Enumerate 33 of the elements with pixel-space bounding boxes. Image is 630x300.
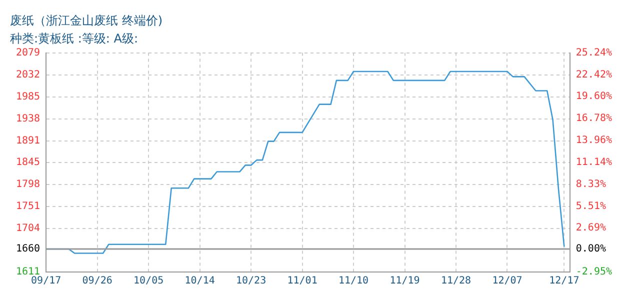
y-tick-label: 1660 <box>16 244 40 255</box>
x-tick-label: 09/26 <box>82 276 112 287</box>
y-tick-label: 1985 <box>16 91 40 102</box>
y2-tick-label: 8.33% <box>576 178 606 190</box>
y-tick-label: 2079 <box>16 47 40 58</box>
y2-tick-label: 19.60% <box>576 91 612 102</box>
x-tick-label: 11/10 <box>338 276 369 287</box>
chart-subtitle: 种类:黄板纸 :等级: A级: <box>10 32 138 46</box>
y-tick-label: 1751 <box>16 201 40 212</box>
y-tick-label: 1704 <box>16 223 40 234</box>
x-tick-label: 11/28 <box>440 276 472 287</box>
y-tick-label: 1938 <box>16 113 40 124</box>
y2-tick-label: 11.14% <box>576 157 612 168</box>
x-tick-label: 09/17 <box>31 276 62 287</box>
y2-tick-label: 5.51% <box>576 200 606 212</box>
y-tick-label: 1798 <box>16 179 40 190</box>
y2-tick-label: 25.24% <box>576 47 612 58</box>
x-tick-label: 10/23 <box>236 276 266 287</box>
y2-tick-label: 16.78% <box>576 113 612 124</box>
x-tick-label: 11/01 <box>287 276 318 287</box>
y2-tick-label: 2.69% <box>576 222 606 234</box>
y2-tick-label: 22.42% <box>576 69 612 80</box>
y-tick-label: 2032 <box>16 69 40 80</box>
x-tick-label: 11/19 <box>390 276 420 287</box>
x-tick-label: 12/17 <box>549 276 580 287</box>
x-tick-label: 10/05 <box>134 276 164 287</box>
y-tick-label: 1891 <box>16 135 40 146</box>
y-tick-label: 1845 <box>16 156 40 168</box>
chart-title: 废纸（浙江金山废纸 终端价) <box>10 13 162 28</box>
y2-tick-label: 0.00% <box>576 244 606 255</box>
x-tick-label: 12/07 <box>492 276 522 287</box>
y2-tick-label: 13.96% <box>576 135 612 146</box>
x-tick-label: 10/14 <box>184 276 215 287</box>
